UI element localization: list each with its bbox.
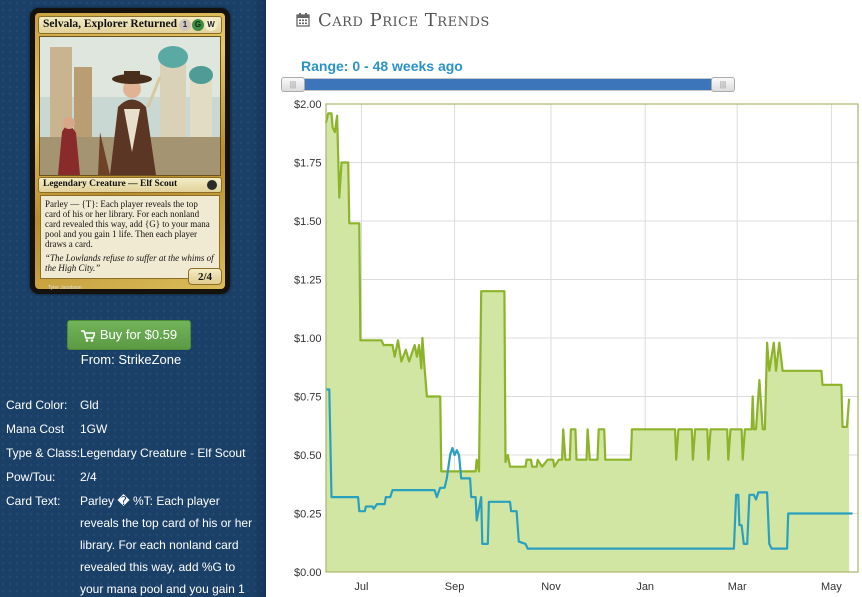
y-tick-label: $0.00: [294, 567, 322, 579]
x-axis-labels: Jul Sep Nov Jan Mar May: [354, 581, 842, 593]
y-tick-label: $0.25: [294, 509, 322, 521]
y-tick-label: $0.50: [294, 450, 322, 462]
price-chart: $0.00 $0.25 $0.50 $0.75 $1.00 $1.25 $1.50 $1.75…: [292, 96, 862, 597]
y-tick-label: $0.75: [294, 392, 322, 404]
card-sidebar: Selvala, Explorer Returned 1 G W: [0, 0, 266, 597]
card-rules-text: Parley — {T}: Each player reveals the to…: [45, 199, 210, 249]
x-tick-label: Nov: [541, 581, 561, 593]
detail-label: Pow/Tou:: [6, 470, 56, 484]
price-line-green: [324, 112, 851, 473]
card-flavor-text: “The Lowlands refuse to suffer at the wh…: [45, 253, 214, 273]
y-tick-label: $1.50: [294, 216, 322, 228]
chart-title: Card Price Trends: [318, 10, 490, 31]
detail-label: Card Color:: [6, 398, 68, 412]
slider-right-handle[interactable]: |||: [711, 77, 735, 92]
buy-button-label: Buy for $0.59: [99, 327, 178, 342]
detail-value: 2/4: [80, 470, 97, 484]
card-type-line: Legendary Creature — Elf Scout: [43, 179, 178, 189]
card-name-bar: Selvala, Explorer Returned 1 G W: [38, 16, 222, 34]
mana-generic-icon: 1: [179, 19, 191, 31]
seller-label: From: StrikeZone: [80, 352, 182, 367]
detail-value: Legendary Creature - Elf Scout: [80, 446, 246, 460]
range-slider-selection[interactable]: [290, 79, 723, 90]
x-tick-label: Jan: [636, 581, 654, 593]
y-tick-label: $1.25: [294, 275, 322, 287]
card-artist: Tyler Jacobson: [48, 285, 82, 291]
sidebar-shadow: [252, 0, 266, 597]
detail-label: Type & Class:: [6, 446, 81, 460]
detail-card-text-value: Parley � %T: Each player reveals the top…: [80, 494, 253, 596]
y-axis-labels: $0.00 $0.25 $0.50 $0.75 $1.00 $1.25 $1.50 $1.75…: [294, 99, 322, 579]
slider-left-handle[interactable]: |||: [281, 77, 305, 92]
card-image[interactable]: Selvala, Explorer Returned 1 G W: [30, 8, 230, 294]
plot-border: [325, 103, 859, 573]
detail-label: Card Text:: [6, 494, 61, 508]
series-area-fill: [326, 113, 850, 573]
detail-label: Mana Cost: [6, 422, 65, 436]
shopping-cart-icon: [80, 329, 95, 342]
card-art: [39, 36, 221, 176]
x-tick-label: May: [821, 581, 842, 593]
chart-series-lines: [324, 112, 853, 550]
mana-white-icon: W: [205, 19, 217, 31]
set-symbol-icon: [207, 180, 217, 190]
price-line-blue: [326, 388, 853, 550]
detail-value: Gld: [80, 398, 99, 412]
x-tick-label: Jul: [354, 581, 368, 593]
x-tick-label: Mar: [728, 581, 747, 593]
card-power-toughness: 2/4: [188, 268, 222, 285]
card-text-box: Parley — {T}: Each player reveals the to…: [40, 195, 220, 279]
buy-button[interactable]: Buy for $0.59: [67, 320, 191, 350]
y-tick-label: $1.75: [294, 158, 322, 170]
detail-value: 1GW: [80, 422, 108, 436]
card-mana-cost: 1 G W: [179, 19, 217, 31]
card-type-bar: Legendary Creature — Elf Scout: [38, 177, 222, 193]
calendar-icon: [296, 13, 310, 27]
y-tick-label: $1.00: [294, 333, 322, 345]
x-tick-label: Sep: [445, 581, 465, 593]
card-name: Selvala, Explorer Returned: [43, 18, 178, 30]
chart-area-fills: [326, 113, 850, 573]
mana-green-icon: G: [192, 19, 204, 31]
range-label: Range: 0 - 48 weeks ago: [301, 58, 463, 74]
y-tick-label: $2.00: [294, 99, 322, 111]
